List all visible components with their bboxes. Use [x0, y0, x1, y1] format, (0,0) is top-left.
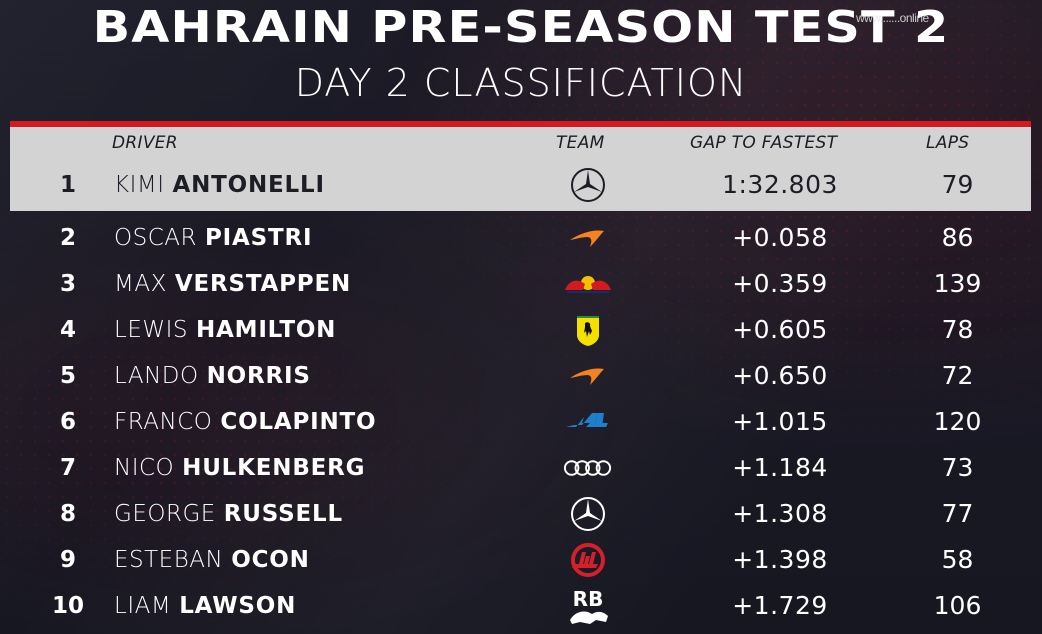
driver-first-name: LIAM	[114, 593, 172, 619]
leader-highlight-panel	[10, 127, 1031, 211]
column-header-driver: DRIVER	[112, 133, 178, 153]
laps: 58	[941, 545, 974, 574]
table-row: 1 KIMI ANTONELLI 1:32.803 79	[10, 162, 1031, 208]
driver-last-name: VERSTAPPEN	[174, 271, 352, 297]
driver-last-name: OCON	[231, 547, 310, 573]
gap-to-fastest: +1.308	[732, 499, 828, 528]
gap-to-fastest: +0.605	[732, 315, 828, 344]
driver-name: FRANCO COLAPINTO	[114, 399, 376, 445]
watermark: www.......online	[856, 11, 929, 25]
driver-last-name: COLAPINTO	[220, 409, 377, 435]
driver-first-name: KIMI	[114, 172, 165, 198]
alpine-a-icon	[563, 399, 613, 445]
position: 10	[51, 593, 84, 619]
gap-to-fastest: +0.058	[732, 223, 828, 252]
driver-first-name: FRANCO	[114, 409, 213, 435]
gap-to-fastest: 1:32.803	[722, 170, 838, 199]
laps: 78	[941, 315, 974, 344]
position: 6	[59, 409, 76, 435]
laps: 79	[941, 170, 974, 199]
driver-name: NICO HULKENBERG	[114, 445, 365, 491]
column-header-laps: LAPS	[926, 133, 970, 153]
laps: 86	[941, 223, 974, 252]
driver-last-name: NORRIS	[206, 363, 311, 389]
driver-name: LEWIS HAMILTON	[114, 307, 336, 353]
driver-first-name: MAX	[114, 271, 167, 297]
driver-name: KIMI ANTONELLI	[114, 162, 325, 208]
red-bull-icon	[563, 261, 613, 307]
page-subtitle: DAY 2 CLASSIFICATION	[294, 61, 748, 105]
position: 8	[59, 501, 76, 527]
driver-last-name: RUSSELL	[223, 501, 343, 527]
svg-text:RB: RB	[573, 587, 604, 611]
gap-to-fastest: +0.650	[732, 361, 828, 390]
driver-first-name: NICO	[114, 455, 175, 481]
mclaren-swoosh-icon	[563, 215, 613, 261]
driver-first-name: LEWIS	[114, 317, 188, 343]
driver-last-name: LAWSON	[179, 593, 297, 619]
mercedes-star-icon	[563, 162, 613, 208]
table-row: 10 LIAM LAWSON RB +1.729 106	[10, 583, 1031, 629]
driver-name: LANDO NORRIS	[114, 353, 311, 399]
laps: 73	[941, 453, 974, 482]
laps: 77	[941, 499, 974, 528]
position: 1	[59, 172, 76, 198]
haas-icon	[563, 537, 613, 583]
gap-to-fastest: +0.359	[732, 269, 828, 298]
driver-name: GEORGE RUSSELL	[114, 491, 343, 537]
driver-last-name: HULKENBERG	[182, 455, 366, 481]
table-row: 6 FRANCO COLAPINTO +1.015 120	[10, 399, 1031, 445]
driver-last-name: HAMILTON	[195, 317, 337, 343]
audi-rings-icon	[563, 445, 613, 491]
table-row: 4 LEWIS HAMILTON +0.605 78	[10, 307, 1031, 353]
mclaren-swoosh-icon	[563, 353, 613, 399]
gap-to-fastest: +1.015	[732, 407, 828, 436]
ferrari-shield-icon	[563, 307, 613, 353]
driver-name: ESTEBAN OCON	[114, 537, 310, 583]
table-row: 8 GEORGE RUSSELL +1.308 77	[10, 491, 1031, 537]
gap-to-fastest: +1.184	[732, 453, 828, 482]
column-header-team: TEAM	[556, 133, 605, 153]
driver-first-name: GEORGE	[114, 501, 216, 527]
page-title: BAHRAIN PRE-SEASON TEST 2	[92, 2, 950, 53]
table-row: 7 NICO HULKENBERG +1.184 73	[10, 445, 1031, 491]
laps: 139	[933, 269, 982, 298]
position: 3	[59, 271, 76, 297]
driver-last-name: PIASTRI	[204, 225, 313, 251]
driver-last-name: ANTONELLI	[172, 172, 325, 198]
table-top-accent-bar	[10, 121, 1031, 127]
driver-name: OSCAR PIASTRI	[114, 215, 312, 261]
column-header-gap: GAP TO FASTEST	[690, 133, 838, 153]
table-row: 5 LANDO NORRIS +0.650 72	[10, 353, 1031, 399]
driver-name: MAX VERSTAPPEN	[114, 261, 351, 307]
racing-bulls-icon: RB	[563, 583, 613, 629]
table-row: 2 OSCAR PIASTRI +0.058 86	[10, 215, 1031, 261]
position: 4	[59, 317, 76, 343]
position: 5	[59, 363, 76, 389]
position: 2	[59, 225, 76, 251]
position: 9	[59, 547, 76, 573]
driver-first-name: OSCAR	[114, 225, 197, 251]
laps: 120	[933, 407, 982, 436]
laps: 72	[941, 361, 974, 390]
driver-first-name: ESTEBAN	[114, 547, 224, 573]
table-row: 3 MAX VERSTAPPEN +0.359 139	[10, 261, 1031, 307]
gap-to-fastest: +1.398	[732, 545, 828, 574]
driver-first-name: LANDO	[114, 363, 199, 389]
laps: 106	[933, 591, 982, 620]
position: 7	[59, 455, 76, 481]
gap-to-fastest: +1.729	[732, 591, 828, 620]
table-row: 9 ESTEBAN OCON +1.398 58	[10, 537, 1031, 583]
driver-name: LIAM LAWSON	[114, 583, 296, 629]
mercedes-star-icon	[563, 491, 613, 537]
